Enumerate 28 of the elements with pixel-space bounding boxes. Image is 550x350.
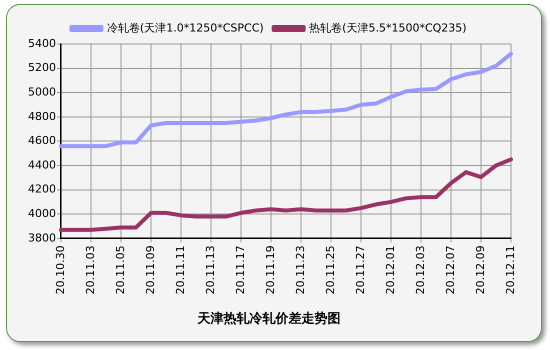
x-tick-label: 20.12.11 [504,245,517,294]
x-tick-label: 20.11.11 [174,245,187,294]
y-tick-label: 4600 [28,134,56,148]
x-tick-label: 20.11.09 [144,245,157,294]
y-tick-label: 5200 [28,61,56,74]
x-tick-label: 20.11.17 [234,245,247,294]
x-tick-label: 20.11.13 [204,245,217,294]
y-tick-label: 4800 [28,110,56,123]
x-tick-label: 20.12.01 [384,245,397,294]
y-tick-label: 5000 [28,85,56,98]
legend-label: 冷轧卷(天津1.0*1250*CSPCC) [106,21,264,34]
y-tick-label: 4200 [28,182,56,196]
y-tick-label: 3800 [28,231,56,244]
legend-label: 热轧卷(天津5.5*1500*CQ235) [309,21,467,34]
x-tick-label: 20.12.07 [444,245,457,294]
y-tick-label: 5400 [28,36,56,50]
x-tick-label: 20.11.23 [294,245,307,294]
x-tick-label: 20.11.25 [324,245,337,294]
x-tick-label: 20.12.09 [474,245,487,294]
text: 天津热轧冷轧价差走势图 [196,310,340,327]
x-tick-label: 20.12.03 [414,245,427,294]
x-tick-label: 20.11.05 [114,245,127,294]
x-tick-label: 20.11.27 [354,245,367,294]
x-tick-label: 20.10.30 [54,245,67,294]
x-tick-label: 20.11.03 [84,245,97,294]
x-tick-label: 20.11.19 [264,245,277,294]
y-tick-label: 4000 [28,206,56,220]
y-tick-label: 4400 [28,158,56,172]
